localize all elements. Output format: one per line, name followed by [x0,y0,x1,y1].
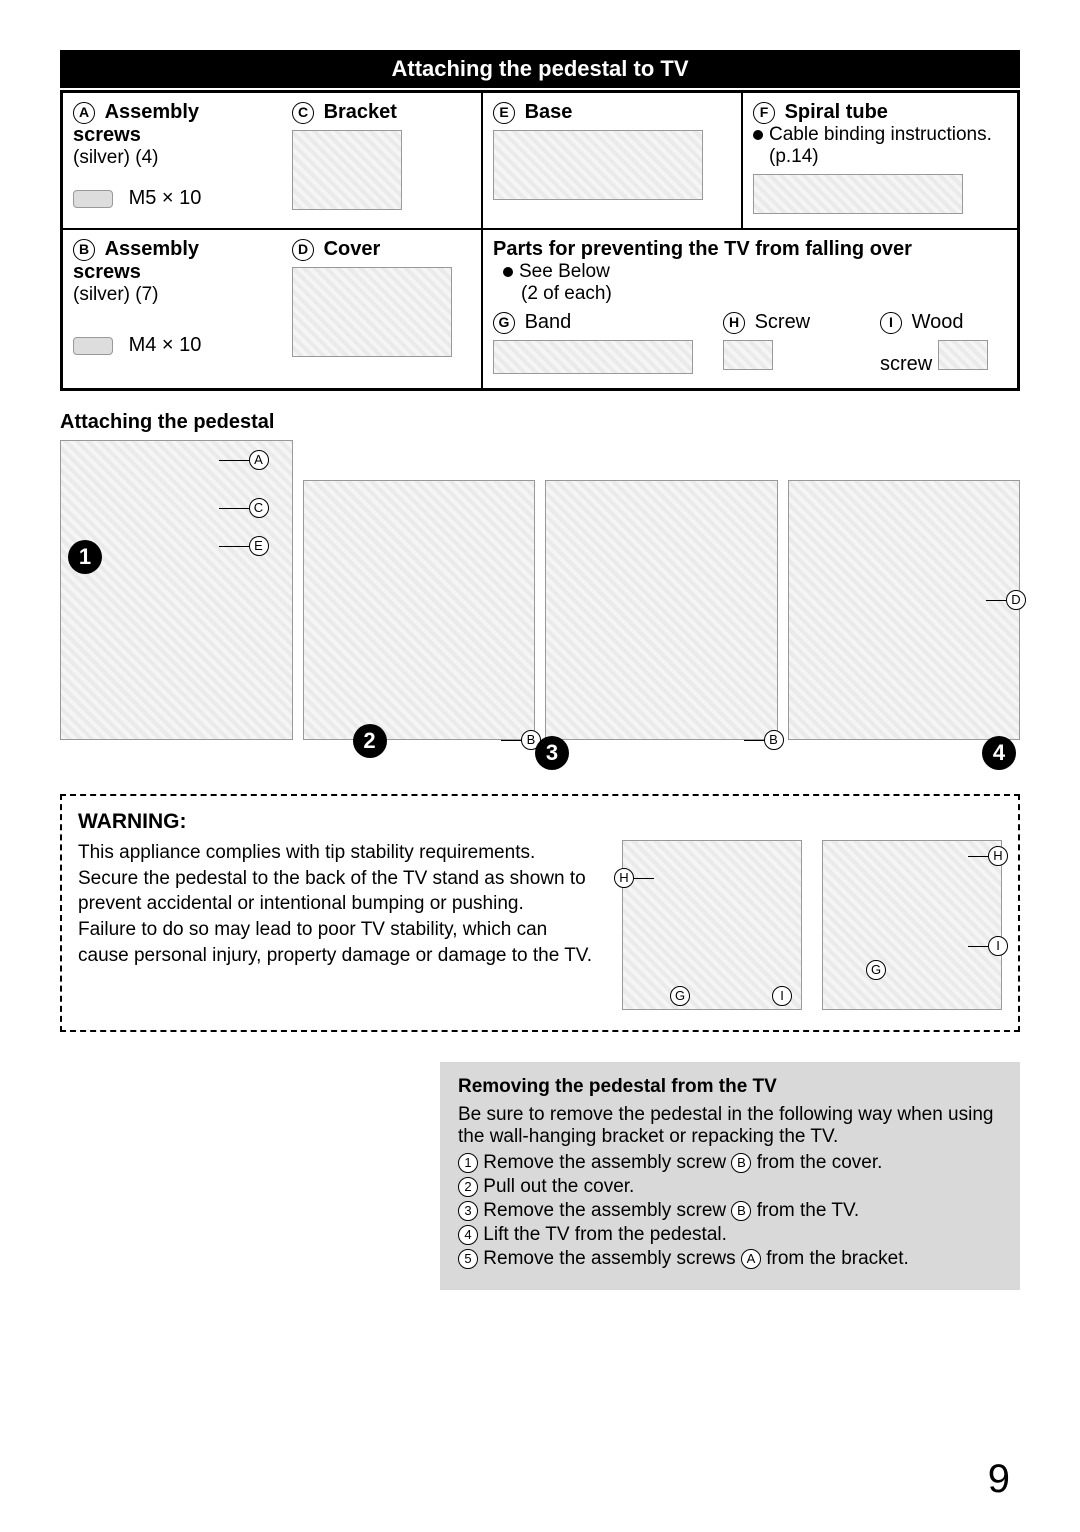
part-d-name: Cover [324,238,381,260]
part-f-note: Cable binding instructions. [769,124,992,145]
w-anno-h2: H [988,846,1008,866]
removal-step-1: 1 Remove the assembly screw B from the c… [458,1152,1002,1174]
part-b-cell: B Assembly screws (silver) (7) M4 × 10 [62,229,282,389]
page-number: 9 [988,1457,1010,1502]
r4-num: 4 [458,1225,478,1245]
part-b-size: M4 × 10 [129,334,202,356]
warning-image-left [622,840,802,1010]
bracket-image [292,130,402,210]
step-3-panel: 3 B [545,440,778,780]
falling-each: (2 of each) [521,283,1007,305]
step-4-panel: 4 D [788,440,1021,780]
r1-text: Remove the assembly screw [483,1152,731,1173]
screw-b-icon [73,337,113,355]
section-title-bar: Attaching the pedestal to TV [60,50,1020,88]
part-g-letter: G [493,312,515,334]
part-a-letter: A [73,102,95,124]
removal-step-5: 5 Remove the assembly screws A from the … [458,1248,1002,1270]
r2-text: Pull out the cover. [483,1176,634,1197]
part-c-name: Bracket [324,101,397,123]
anno-a: A [249,450,269,470]
part-b-detail: (silver) (7) [73,284,272,306]
r3-text: Remove the assembly screw [483,1200,731,1221]
anno-b3: B [764,730,784,750]
r4-text: Lift the TV from the pedestal. [483,1224,727,1245]
removal-title: Removing the pedestal from the TV [458,1076,1002,1098]
part-i-letter: I [880,312,902,334]
part-d-cell: D Cover [282,229,482,389]
r3-ref: B [731,1201,751,1221]
step-4-num: 4 [982,736,1016,770]
part-a-detail: (silver) (4) [73,147,272,169]
r3-end: from the TV. [757,1200,859,1221]
part-b-letter: B [73,239,95,261]
falling-title: Parts for preventing the TV from falling… [493,238,1007,261]
r5-text: Remove the assembly screws [483,1248,741,1269]
step-2-num: 2 [353,724,387,758]
parts-table: A Assembly screws (silver) (4) M5 × 10 C… [60,90,1020,391]
assembly-diagram-row: A C E 1 2 B 3 B 4 D [60,440,1020,780]
removal-step-2: 2 Pull out the cover. [458,1176,1002,1198]
part-d-letter: D [292,239,314,261]
warning-diagrams: H G I H I G [622,840,1002,1016]
removal-intro: Be sure to remove the pedestal in the fo… [458,1104,1002,1148]
w-anno-h1: H [614,868,634,888]
removal-box: Removing the pedestal from the TV Be sur… [440,1062,1020,1290]
step-1-image [60,440,293,740]
falling-see: See Below [519,261,610,282]
part-e-cell: E Base [482,92,742,229]
attach-title: Attaching the pedestal [60,411,1020,434]
part-c-cell: C Bracket [282,92,482,229]
step-3-num: 3 [535,736,569,770]
falling-parts-cell: Parts for preventing the TV from falling… [482,229,1018,389]
r1-num: 1 [458,1153,478,1173]
anno-c: C [249,498,269,518]
step-3-image [545,480,778,740]
r5-num: 5 [458,1249,478,1269]
part-a-cell: A Assembly screws (silver) (4) M5 × 10 [62,92,282,229]
step-2-panel: 2 B [303,440,536,780]
step-4-image [788,480,1021,740]
anno-e: E [249,536,269,556]
part-h-letter: H [723,312,745,334]
w-anno-i2: I [988,936,1008,956]
step-1-num: 1 [68,540,102,574]
r3-num: 3 [458,1201,478,1221]
base-image [493,130,703,200]
r2-num: 2 [458,1177,478,1197]
part-c-letter: C [292,102,314,124]
part-f-name: Spiral tube [785,101,888,123]
r1-ref: B [731,1153,751,1173]
r5-end: from the bracket. [766,1248,909,1269]
part-a-size: M5 × 10 [129,187,202,209]
r5-ref: A [741,1249,761,1269]
screw-h-image [723,340,773,370]
cover-image [292,267,452,357]
w-anno-g1: G [670,986,690,1006]
part-e-name: Base [525,101,573,123]
part-h-name: Screw [755,311,811,333]
part-e-letter: E [493,102,515,124]
step-2-image [303,480,536,740]
spiral-tube-image [753,174,963,214]
removal-step-3: 3 Remove the assembly screw B from the T… [458,1200,1002,1222]
part-g-name: Band [525,311,572,333]
part-f-cell: F Spiral tube Cable binding instructions… [742,92,1018,229]
w-anno-g2: G [866,960,886,980]
anno-d: D [1006,590,1026,610]
removal-step-4: 4 Lift the TV from the pedestal. [458,1224,1002,1246]
warning-text: This appliance complies with tip stabili… [78,840,602,1016]
part-f-letter: F [753,102,775,124]
w-anno-i1: I [772,986,792,1006]
band-image [493,340,693,374]
warning-title: WARNING: [78,810,1002,834]
screw-a-icon [73,190,113,208]
r1-end: from the cover. [757,1152,883,1173]
step-1-panel: A C E 1 [60,440,293,780]
warning-box: WARNING: This appliance complies with ti… [60,794,1020,1032]
wood-screw-image [938,340,988,370]
part-f-page: (p.14) [769,146,1007,168]
